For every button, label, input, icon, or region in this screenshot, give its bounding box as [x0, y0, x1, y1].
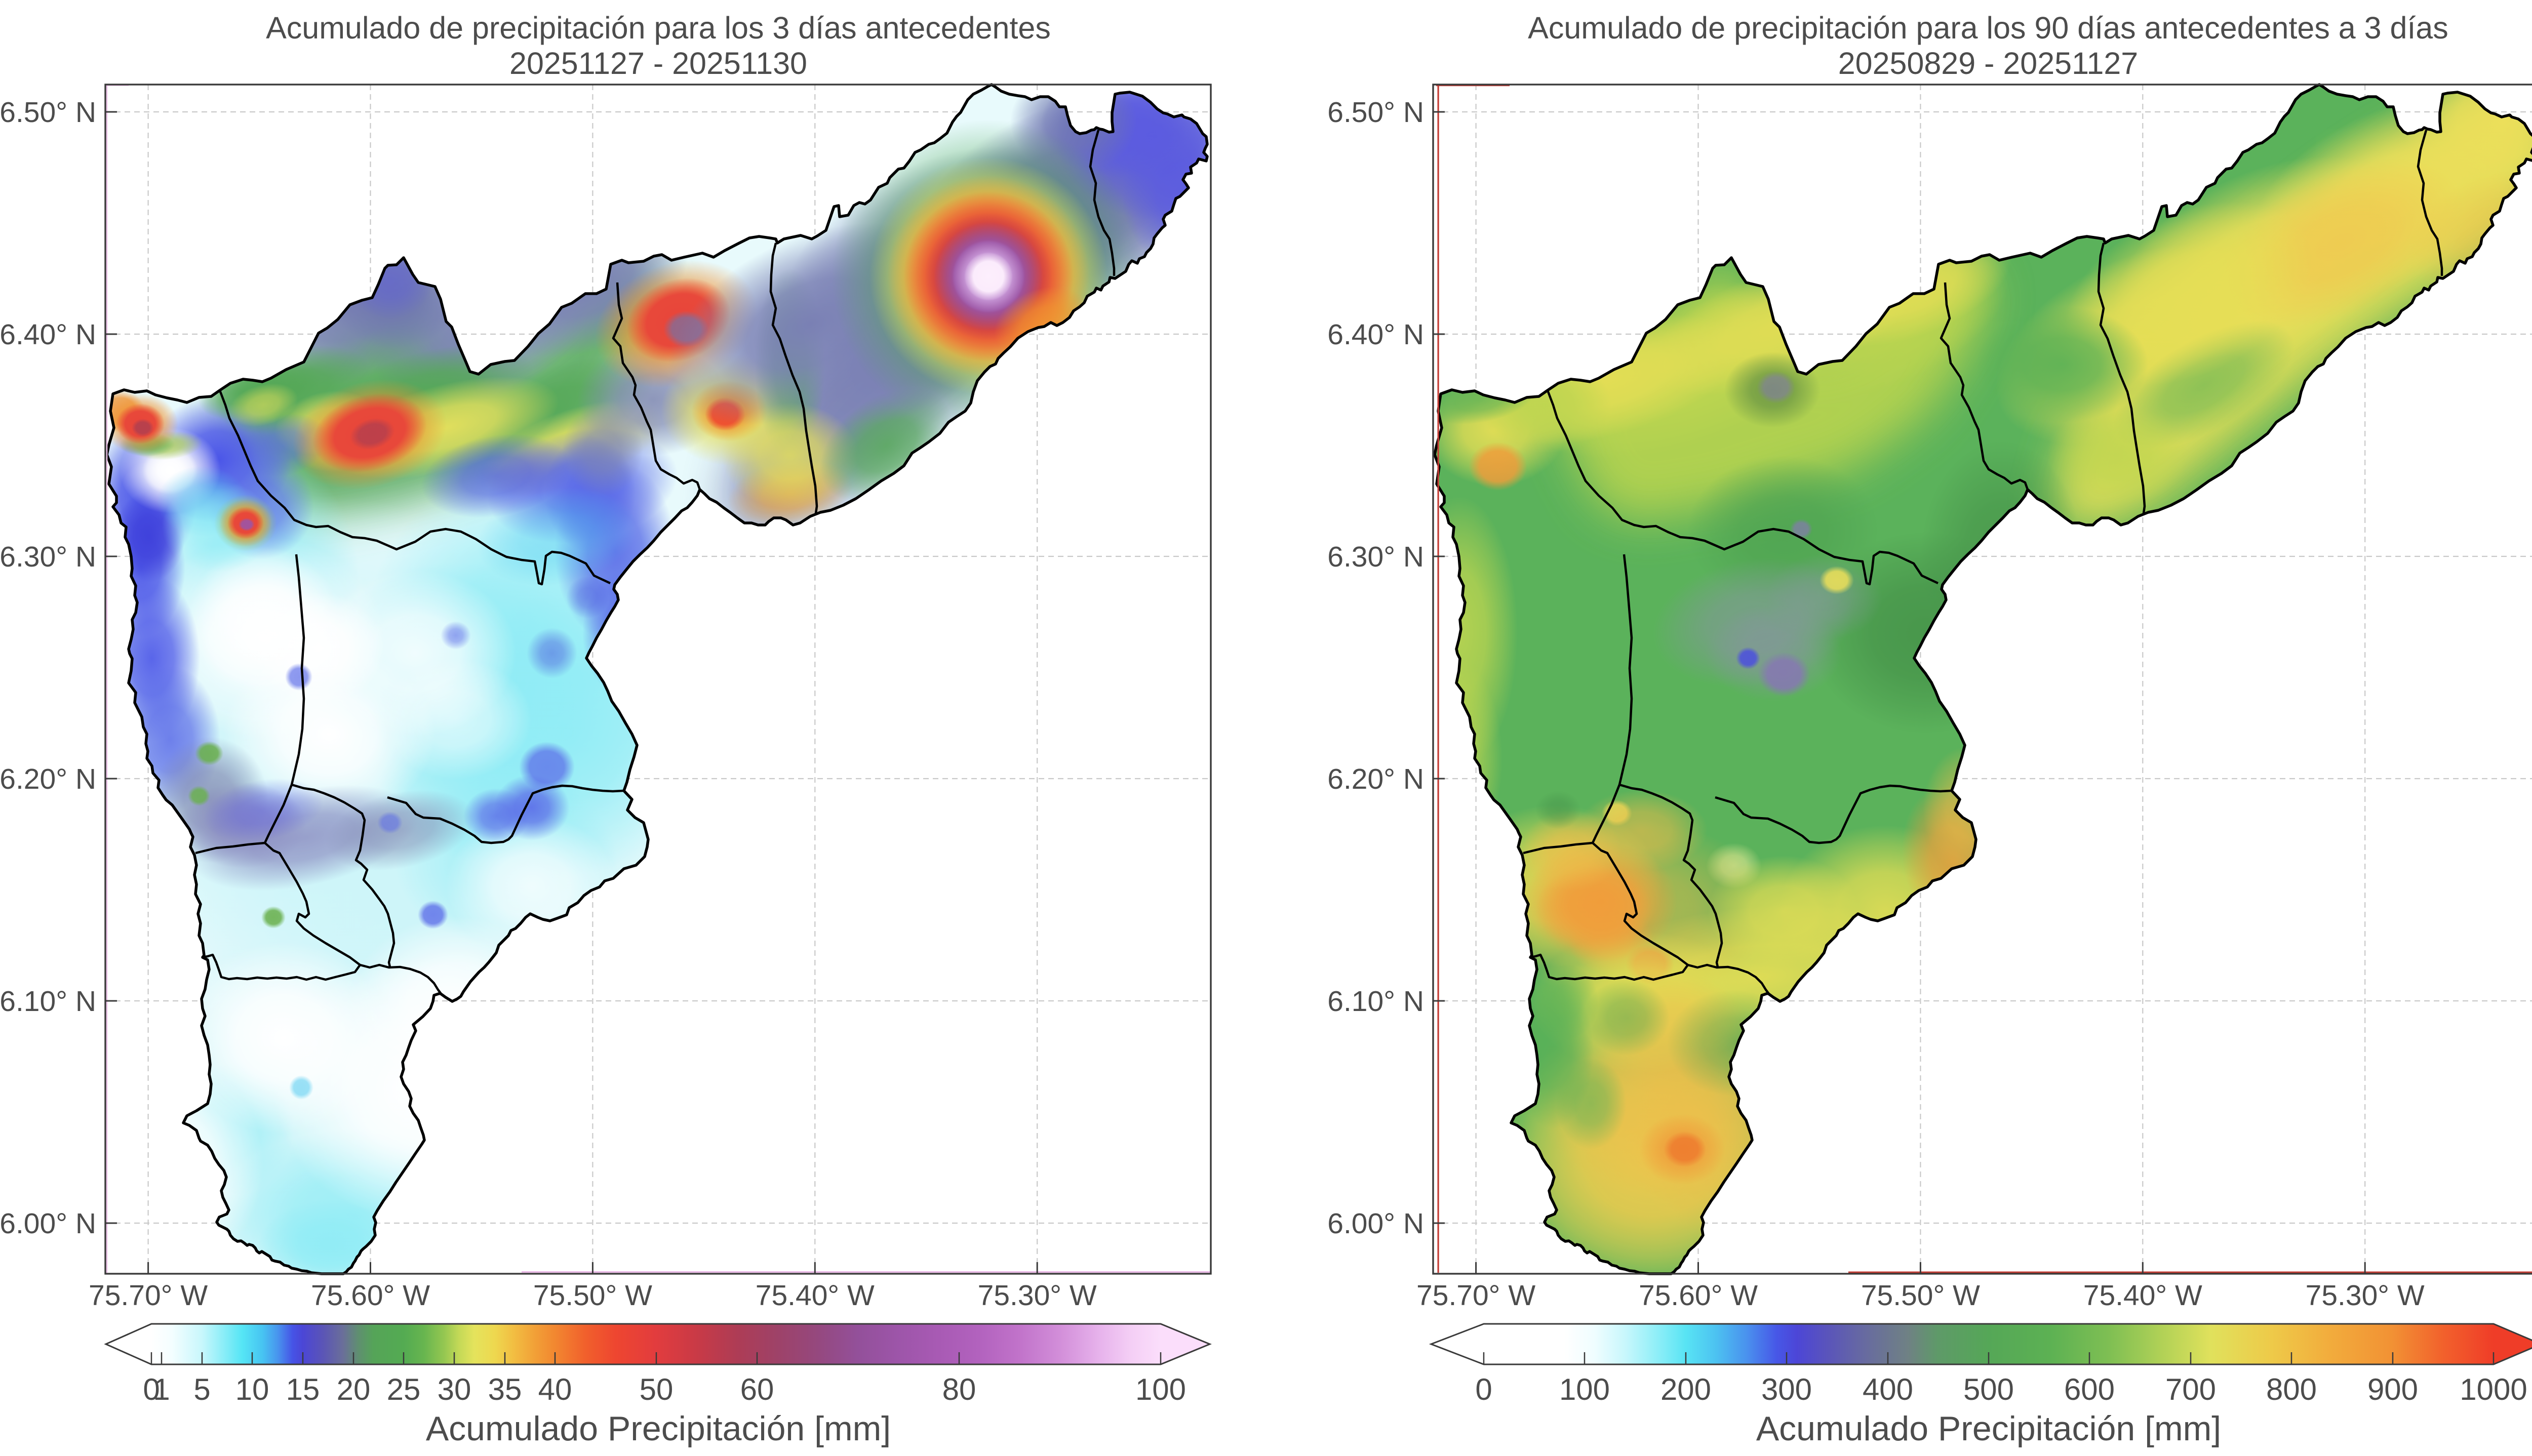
svg-text:300: 300	[1761, 1372, 1812, 1406]
svg-text:10: 10	[235, 1372, 269, 1406]
svg-text:75.40° W: 75.40° W	[2083, 1279, 2202, 1312]
svg-text:20251127 - 20251130: 20251127 - 20251130	[509, 46, 807, 80]
svg-text:6.30° N: 6.30° N	[0, 541, 96, 573]
svg-text:75.30° W: 75.30° W	[2306, 1279, 2425, 1312]
svg-text:6.40° N: 6.40° N	[0, 318, 96, 351]
svg-text:30: 30	[438, 1372, 471, 1406]
svg-text:35: 35	[488, 1372, 522, 1406]
svg-text:600: 600	[2064, 1372, 2115, 1406]
svg-text:0: 0	[143, 1372, 160, 1406]
svg-text:25: 25	[387, 1372, 421, 1406]
svg-text:6.10° N: 6.10° N	[1327, 985, 1424, 1018]
svg-text:800: 800	[2266, 1372, 2317, 1406]
svg-text:1: 1	[153, 1372, 170, 1406]
svg-text:75.40° W: 75.40° W	[756, 1279, 875, 1312]
svg-text:100: 100	[1135, 1372, 1186, 1406]
svg-text:1000: 1000	[2460, 1372, 2527, 1406]
svg-text:700: 700	[2165, 1372, 2216, 1406]
svg-text:5: 5	[193, 1372, 210, 1406]
svg-text:20250829 - 20251127: 20250829 - 20251127	[1838, 46, 2139, 80]
svg-text:75.60° W: 75.60° W	[1639, 1279, 1758, 1312]
svg-text:6.00° N: 6.00° N	[1327, 1207, 1424, 1240]
svg-text:500: 500	[1963, 1372, 2014, 1406]
svg-text:6.50° N: 6.50° N	[1327, 96, 1424, 129]
svg-text:75.50° W: 75.50° W	[1861, 1279, 1980, 1312]
svg-text:100: 100	[1559, 1372, 1610, 1406]
svg-text:75.70° W: 75.70° W	[1416, 1279, 1535, 1312]
svg-text:80: 80	[942, 1372, 976, 1406]
svg-text:Acumulado Precipitación [mm]: Acumulado Precipitación [mm]	[1756, 1409, 2221, 1448]
svg-text:20: 20	[337, 1372, 371, 1406]
svg-text:75.50° W: 75.50° W	[533, 1279, 652, 1312]
svg-text:Acumulado de precipitación par: Acumulado de precipitación para los 90 d…	[1528, 11, 2448, 45]
svg-text:6.00° N: 6.00° N	[0, 1207, 96, 1240]
svg-text:Acumulado de precipitación par: Acumulado de precipitación para los 3 dí…	[266, 11, 1051, 45]
svg-text:6.10° N: 6.10° N	[0, 985, 96, 1018]
svg-text:6.40° N: 6.40° N	[1327, 318, 1424, 351]
svg-text:6.20° N: 6.20° N	[1327, 763, 1424, 795]
svg-text:Acumulado Precipitación [mm]: Acumulado Precipitación [mm]	[426, 1409, 891, 1448]
svg-text:0: 0	[1475, 1372, 1492, 1406]
svg-text:15: 15	[286, 1372, 320, 1406]
svg-text:200: 200	[1660, 1372, 1711, 1406]
svg-text:6.20° N: 6.20° N	[0, 763, 96, 795]
svg-text:400: 400	[1863, 1372, 1913, 1406]
svg-text:75.60° W: 75.60° W	[311, 1279, 430, 1312]
svg-text:40: 40	[538, 1372, 572, 1406]
svg-text:6.50° N: 6.50° N	[0, 96, 96, 129]
svg-text:50: 50	[640, 1372, 674, 1406]
svg-text:75.70° W: 75.70° W	[89, 1279, 208, 1312]
svg-text:75.30° W: 75.30° W	[978, 1279, 1097, 1312]
svg-text:900: 900	[2367, 1372, 2418, 1406]
svg-text:60: 60	[740, 1372, 774, 1406]
svg-text:6.30° N: 6.30° N	[1327, 541, 1424, 573]
